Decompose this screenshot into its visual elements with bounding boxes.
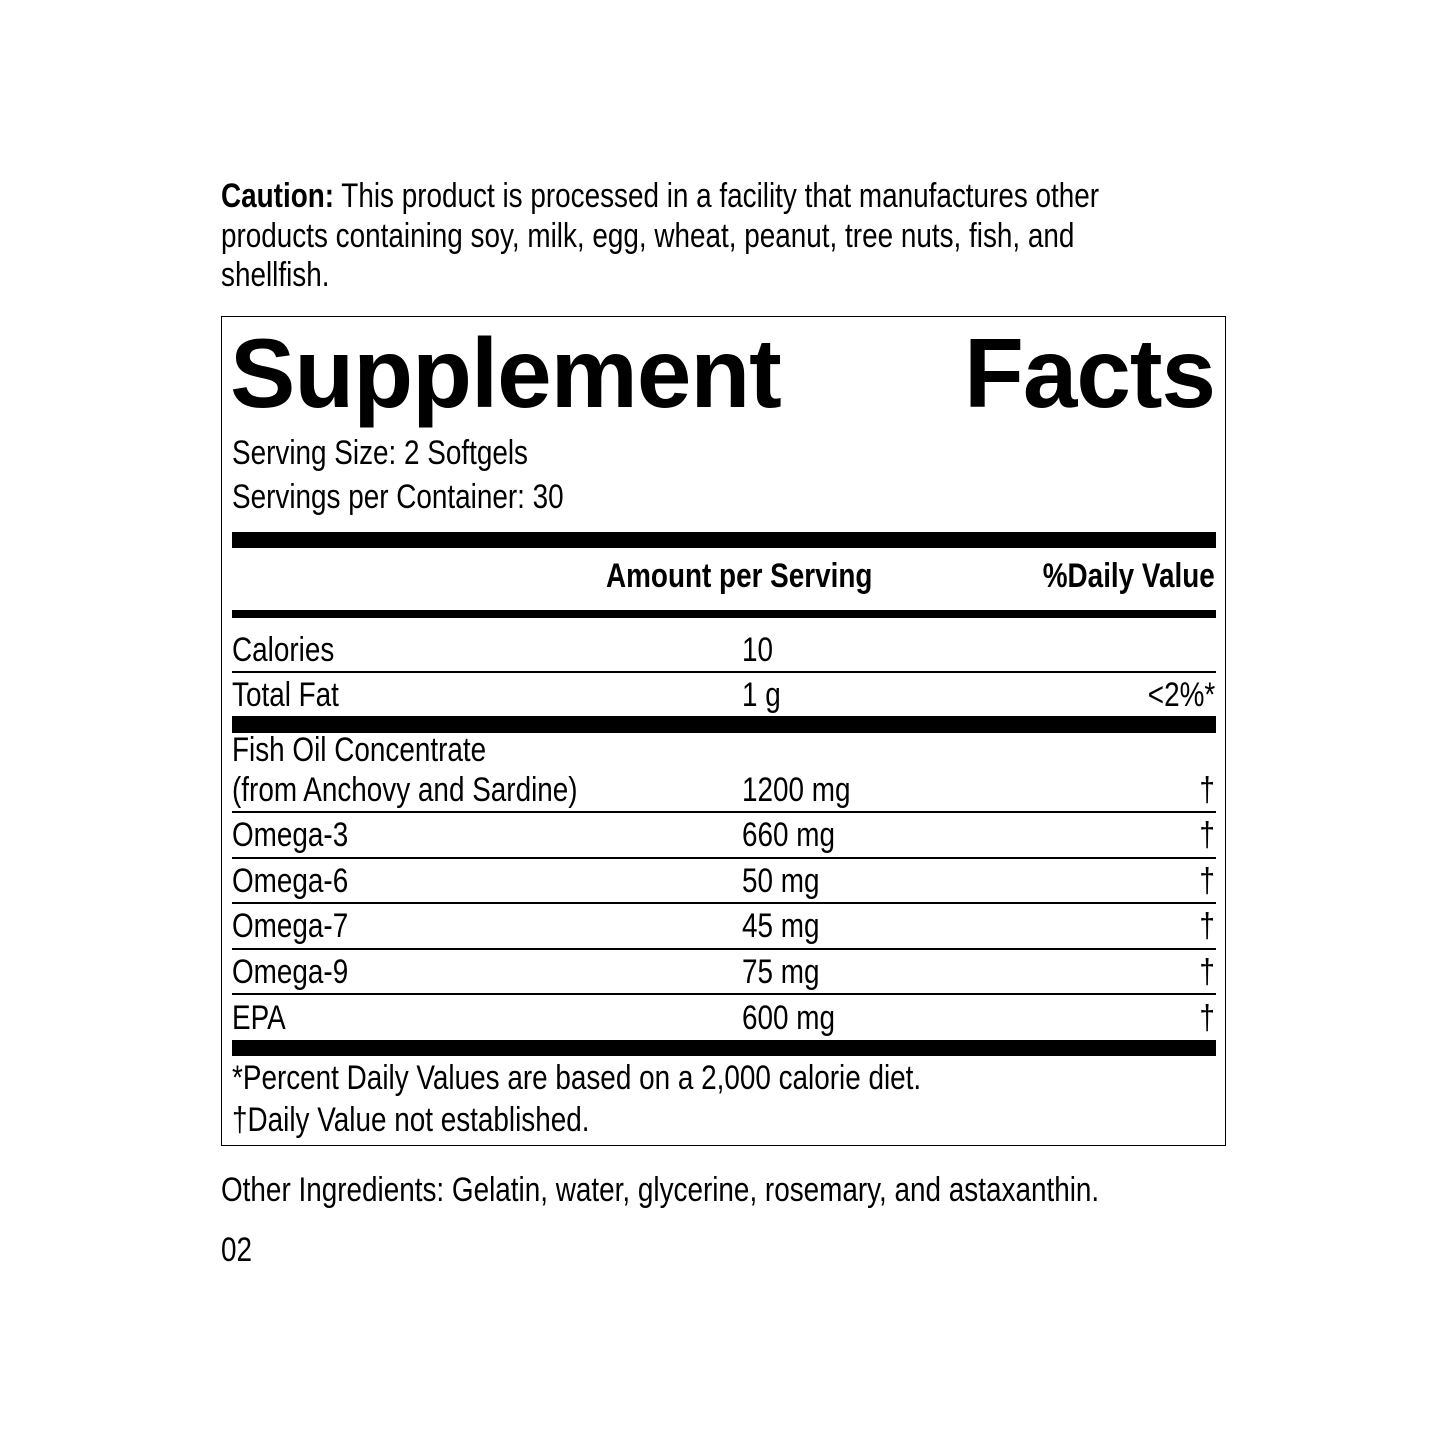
thin-divider xyxy=(232,811,1216,813)
medium-divider xyxy=(232,610,1216,618)
row-amount: 45 mg xyxy=(742,907,820,945)
row-dv: † xyxy=(1199,771,1215,809)
caution-text: This product is processed in a facility … xyxy=(341,177,1100,215)
row-name: Omega-3 xyxy=(232,816,349,854)
footnote-percent-dv: *Percent Daily Values are based on a 2,0… xyxy=(232,1059,922,1097)
row-dv: † xyxy=(1199,907,1215,945)
row-amount: 600 mg xyxy=(742,999,835,1037)
caution-label: Caution: xyxy=(221,177,335,215)
row-amount: 1200 mg xyxy=(742,771,851,809)
row-name: EPA xyxy=(232,999,286,1037)
thick-divider xyxy=(232,532,1216,548)
row-name: Total Fat xyxy=(232,676,339,714)
thin-divider xyxy=(232,857,1216,859)
row-amount: 1 g xyxy=(742,676,781,714)
row-dv: <2%* xyxy=(1147,676,1215,714)
row-dv: † xyxy=(1199,999,1215,1037)
serving-size: Serving Size: 2 Softgels xyxy=(232,434,528,472)
facts-title-facts: Facts xyxy=(963,318,1216,428)
caution-line-1: Caution: This product is processed in a … xyxy=(221,176,1099,216)
thick-divider xyxy=(232,716,1216,733)
caution-line-3: shellfish. xyxy=(221,256,330,294)
row-name: Omega-9 xyxy=(232,953,349,991)
row-amount: 75 mg xyxy=(742,953,820,991)
thin-divider xyxy=(232,948,1216,950)
row-dv: † xyxy=(1199,862,1215,900)
supplement-facts-panel xyxy=(221,316,1226,1146)
header-daily-value: %Daily Value xyxy=(1042,557,1215,595)
row-dv: † xyxy=(1199,953,1215,991)
row-name: Calories xyxy=(232,631,335,669)
row-name: Omega-6 xyxy=(232,862,349,900)
page-number: 02 xyxy=(221,1231,253,1269)
row-amount: 10 xyxy=(742,631,774,669)
facts-title-supplement: Supplement xyxy=(230,318,782,428)
caution-line-2: products containing soy, milk, egg, whea… xyxy=(221,217,1075,255)
row-dv: † xyxy=(1199,816,1215,854)
thick-divider xyxy=(232,1040,1216,1056)
row-name-sub: (from Anchovy and Sardine) xyxy=(232,771,578,809)
row-name: Fish Oil Concentrate xyxy=(232,731,487,769)
row-name: Omega-7 xyxy=(232,907,349,945)
thin-divider xyxy=(232,902,1216,904)
other-ingredients: Other Ingredients: Gelatin, water, glyce… xyxy=(221,1171,1100,1209)
servings-per-container: Servings per Container: 30 xyxy=(232,478,564,516)
footnote-dv-not-established: †Daily Value not established. xyxy=(232,1101,590,1139)
thin-divider xyxy=(232,993,1216,995)
header-amount: Amount per Serving xyxy=(606,557,873,595)
row-amount: 50 mg xyxy=(742,862,820,900)
row-amount: 660 mg xyxy=(742,816,835,854)
thin-divider xyxy=(232,671,1216,673)
